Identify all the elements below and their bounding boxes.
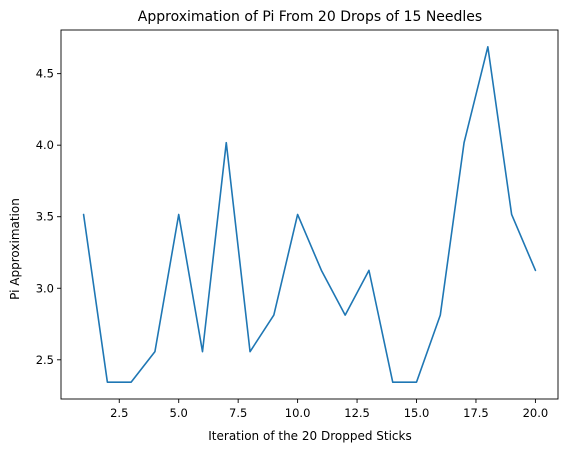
- chart-title: Approximation of Pi From 20 Drops of 15 …: [138, 9, 482, 25]
- y-tick-label: 4.5: [36, 67, 54, 81]
- x-tick-label: 2.5: [110, 406, 128, 420]
- x-tick-label: 5.0: [170, 406, 188, 420]
- series-line-0: [82, 46, 537, 383]
- plot-frame: [60, 29, 559, 400]
- y-axis-ticks: 2.5 3.0 3.5 4.0 4.5: [36, 67, 61, 367]
- x-axis-ticks: 2.5 5.0 7.5 10.0 12.5 15.0 17.5 20.0: [110, 399, 548, 420]
- y-tick-label: 3.0: [36, 281, 54, 295]
- y-tick-label: 4.0: [36, 138, 54, 152]
- x-tick-label: 17.5: [463, 406, 489, 420]
- x-tick-label: 15.0: [404, 406, 430, 420]
- x-axis-label: Iteration of the 20 Dropped Sticks: [208, 429, 411, 443]
- plot-area: [60, 29, 559, 400]
- y-axis-label: Pi Approximation: [8, 198, 22, 300]
- x-tick-label: 12.5: [344, 406, 370, 420]
- x-tick-label: 20.0: [523, 406, 549, 420]
- x-tick-label: 7.5: [229, 406, 247, 420]
- y-tick-label: 2.5: [36, 353, 54, 367]
- x-tick-label: 10.0: [285, 406, 311, 420]
- y-tick-label: 3.5: [36, 210, 54, 224]
